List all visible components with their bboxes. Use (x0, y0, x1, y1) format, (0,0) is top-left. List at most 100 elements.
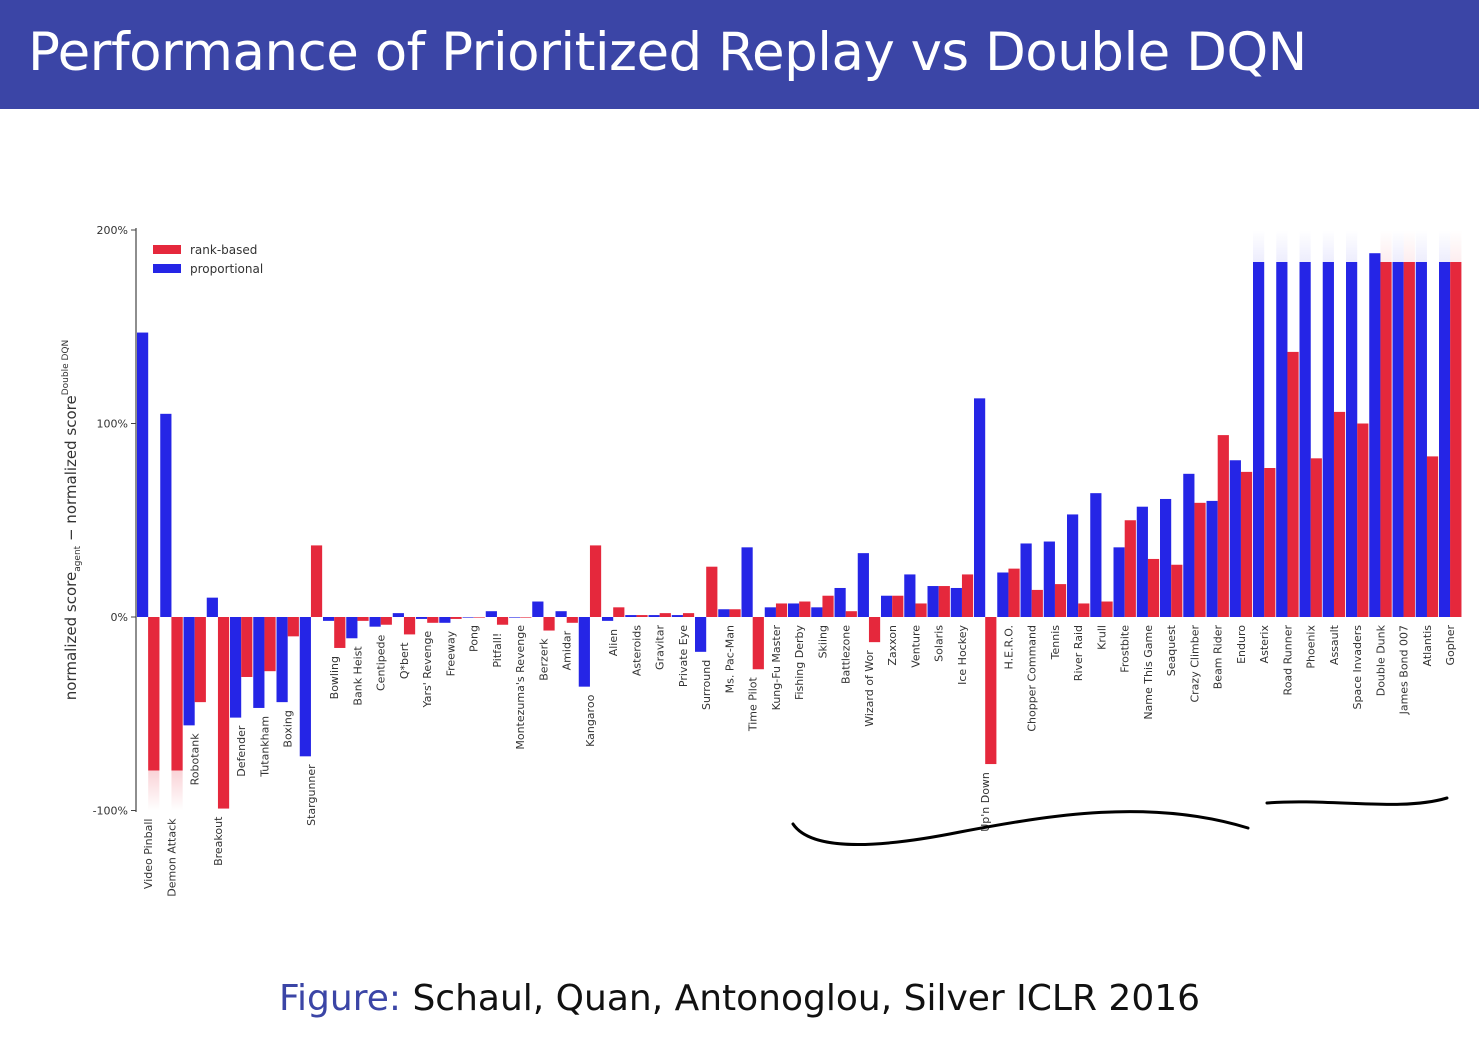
x-tick-label: Q*bert (398, 642, 411, 679)
bar-proportional (625, 615, 637, 617)
bar-proportional (904, 574, 916, 617)
x-tick-label: Tutankham (258, 716, 271, 778)
y-axis-label: normalized scoreagent − normalized score… (61, 340, 83, 700)
bar-rank-based (357, 617, 369, 621)
bar-rank-based (427, 617, 439, 623)
bar-rank-based (520, 617, 532, 618)
x-tick-label: Ms. Pac-Man (724, 625, 737, 693)
x-tick-label: Zaxxon (886, 625, 899, 666)
bar-proportional (532, 601, 544, 617)
page-title: Performance of Prioritized Replay vs Dou… (28, 22, 1307, 83)
bar-rank-based (1124, 520, 1136, 617)
bar-proportional-solid (1392, 262, 1404, 617)
x-tick-label: Frostbite (1119, 625, 1132, 673)
bar-rank-based (194, 617, 206, 703)
bar-rank-based (1194, 502, 1206, 617)
bar-rank-based (1426, 456, 1439, 617)
bar-proportional (857, 553, 869, 617)
bar-proportional (1020, 543, 1032, 617)
bar-rank-based (799, 601, 811, 617)
x-tick-label: Ice Hockey (956, 625, 969, 685)
bar-rank-based (450, 617, 462, 619)
bar-proportional (392, 613, 404, 617)
bar-rank-based (845, 611, 857, 617)
x-tick-label: Asteroids (631, 625, 644, 676)
y-axis-label-sub-ddqn: Double DQN (61, 340, 71, 396)
bar-rank-based (1333, 411, 1346, 617)
x-tick-label: Bowling (328, 656, 341, 699)
figure-caption: Figure: Schaul, Quan, Antonoglou, Silver… (0, 978, 1479, 1019)
bar-rank-based (729, 609, 741, 617)
x-tick-label: Asterix (1258, 625, 1271, 664)
bars-layer (137, 230, 1462, 811)
legend: rank-based proportional (153, 243, 263, 276)
bar-proportional (881, 595, 893, 617)
bar-proportional (1113, 547, 1125, 617)
caption-text: Schaul, Quan, Antonoglou, Silver ICLR 20… (412, 978, 1201, 1019)
bar-rank-based (241, 617, 253, 677)
bar-rank-based (706, 566, 718, 617)
handwritten-underline-left (791, 810, 1250, 846)
bar-proportional (183, 617, 195, 726)
bar-rank-based (380, 617, 392, 625)
x-tick-label: Bank Heist (351, 646, 364, 706)
x-tick-label: Breakout (212, 816, 225, 866)
x-tick-label: Venture (910, 625, 923, 668)
bar-rank-based-solid (171, 617, 183, 771)
svg-text:normalized scoreagent − normal: normalized scoreagent − normalized score… (61, 340, 83, 700)
legend-swatch-rank-based (153, 245, 181, 254)
bar-rank-based (334, 617, 346, 648)
bar-rank-based (1357, 423, 1369, 617)
bar-rank-based (938, 586, 950, 617)
bar-rank-based (589, 545, 602, 617)
bar-proportional (276, 617, 288, 703)
x-tick-label: Alien (607, 629, 620, 656)
bar-proportional (555, 611, 567, 617)
bar-proportional (1229, 460, 1241, 617)
x-tick-label: Private Eye (677, 625, 690, 687)
bar-proportional (439, 617, 451, 623)
bar-proportional (974, 398, 986, 617)
bar-rank-based (217, 617, 230, 809)
bar-proportional (416, 617, 428, 619)
bar-rank-based (1171, 564, 1183, 617)
bar-proportional (718, 609, 730, 617)
bar-rank-based (310, 545, 323, 617)
x-tick-label: Kangaroo (584, 694, 597, 746)
bar-proportional (137, 332, 149, 617)
bar-rank-based (1217, 435, 1229, 617)
x-tick-label: Solaris (933, 625, 946, 662)
bar-rank-based (1054, 584, 1067, 617)
bar-rank-based (892, 595, 904, 617)
bar-rank-based-solid (148, 617, 160, 771)
bar-proportional (1160, 498, 1172, 617)
legend-label-proportional: proportional (190, 262, 263, 276)
bar-rank-based (1287, 351, 1299, 617)
bar-proportional (834, 587, 846, 617)
bar-proportional (485, 611, 497, 617)
x-tick-label: Freeway (444, 630, 457, 676)
bar-rank-based (985, 617, 997, 765)
x-tick-label: Space Invaders (1351, 625, 1364, 710)
bar-proportional-solid (1322, 262, 1334, 617)
x-tick-label: Centipede (375, 634, 388, 691)
x-tick-label: Name This Game (1142, 625, 1155, 720)
x-tick-label: Gravitar (654, 625, 667, 670)
bar-proportional-solid (1276, 262, 1288, 617)
bar-proportional (1090, 493, 1102, 617)
bar-rank-based (682, 613, 695, 617)
legend-label-rank-based: rank-based (190, 243, 257, 257)
x-tick-label: Double Dunk (1375, 624, 1388, 696)
x-tick-label: Gopher (1444, 625, 1457, 666)
bar-rank-based (264, 617, 276, 672)
bar-proportional (206, 597, 218, 617)
y-ticks: 200% 100% 0% -100% (93, 224, 136, 818)
bar-rank-based (473, 617, 485, 618)
x-tick-label: Enduro (1235, 625, 1248, 664)
bar-rank-based (1147, 558, 1160, 617)
bar-rank-based (1008, 568, 1020, 618)
bar-rank-based (961, 574, 974, 617)
x-tick-label: Assault (1328, 624, 1341, 665)
x-tick-label: Road Runner (1282, 625, 1295, 696)
